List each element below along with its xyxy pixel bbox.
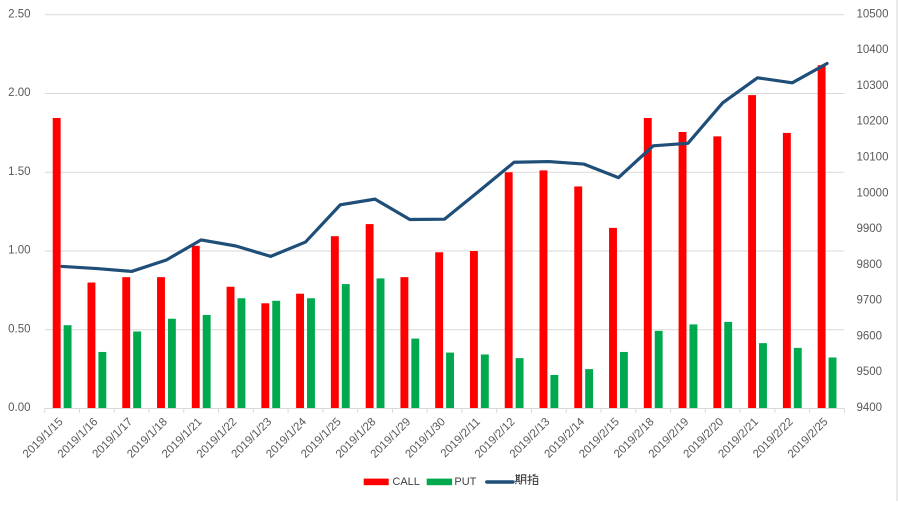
svg-text:10000: 10000 bbox=[857, 187, 889, 199]
svg-text:1.00: 1.00 bbox=[8, 245, 30, 257]
svg-text:0.00: 0.00 bbox=[8, 402, 30, 414]
svg-text:0.50: 0.50 bbox=[8, 323, 30, 335]
svg-text:10400: 10400 bbox=[857, 44, 889, 56]
svg-text:10300: 10300 bbox=[857, 80, 889, 92]
svg-text:9900: 9900 bbox=[857, 223, 883, 235]
svg-text:9500: 9500 bbox=[857, 366, 883, 378]
svg-text:9800: 9800 bbox=[857, 259, 883, 271]
svg-text:10100: 10100 bbox=[857, 151, 889, 163]
svg-text:2.00: 2.00 bbox=[8, 87, 30, 99]
svg-text:CALL: CALL bbox=[392, 476, 420, 488]
svg-text:10200: 10200 bbox=[857, 116, 889, 128]
svg-text:2.50: 2.50 bbox=[8, 8, 30, 20]
svg-text:9600: 9600 bbox=[857, 330, 883, 342]
svg-text:1.50: 1.50 bbox=[8, 166, 30, 178]
svg-text:9400: 9400 bbox=[857, 402, 883, 414]
svg-text:PUT: PUT bbox=[454, 476, 476, 488]
svg-text:10500: 10500 bbox=[857, 8, 889, 20]
svg-text:9700: 9700 bbox=[857, 295, 883, 307]
